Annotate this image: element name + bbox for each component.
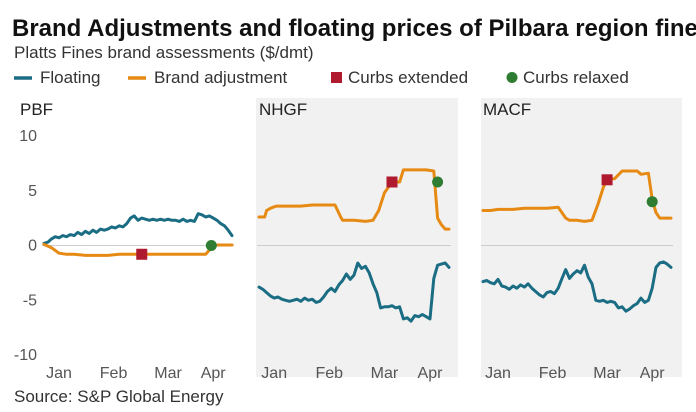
chart-title: Brand Adjustments and floating prices of… — [12, 15, 696, 42]
y-tick-label: 10 — [19, 128, 37, 145]
panel-title: MACF — [483, 100, 531, 119]
brand-adjustment-line — [481, 169, 673, 223]
panel-pbf: PBF Jan Feb Mar Apr — [20, 100, 234, 382]
x-tick-label: Mar — [154, 365, 182, 382]
legend-relaxed-marker — [506, 72, 518, 83]
legend-extended-label: Curbs extended — [348, 68, 468, 87]
x-tick-label: Jan — [485, 365, 511, 382]
panel-title: NHGF — [259, 100, 307, 119]
source-note: Source: S&P Global Energy — [14, 387, 224, 406]
curbs-extended-marker — [136, 248, 148, 260]
chart-subtitle: Platts Fines brand assessments ($/dmt) — [14, 43, 314, 62]
y-tick-label: 5 — [28, 183, 37, 200]
y-axis: 10 5 0 -5 -10 — [14, 128, 37, 364]
curbs-relaxed-marker — [205, 240, 217, 251]
x-tick-label: Mar — [371, 365, 399, 382]
x-tick-label: Mar — [593, 365, 621, 382]
x-tick-label: Jan — [261, 365, 287, 382]
panel-nhgf: NHGF Jan Feb Mar Apr — [256, 98, 458, 382]
panels: PBF Jan Feb Mar Apr NHGF Jan Feb Mar Apr MACF Jan Fe… — [20, 98, 682, 382]
y-tick-label: -5 — [23, 292, 37, 309]
curbs-extended-marker — [386, 176, 398, 188]
panel-background — [481, 98, 682, 377]
curbs-extended-marker — [601, 174, 613, 186]
brand-adjustment-line — [257, 168, 451, 231]
legend: Floating Brand adjustment Curbs extended… — [14, 68, 629, 87]
curbs-relaxed-marker — [432, 176, 444, 188]
x-tick-label: Apr — [640, 365, 666, 382]
x-tick-label: Jan — [46, 365, 72, 382]
panel-macf: MACF Jan Feb Mar Apr — [481, 98, 682, 382]
y-tick-label: 0 — [28, 238, 37, 255]
x-tick-label: Feb — [100, 365, 128, 382]
floating-line — [42, 212, 234, 245]
panel-background — [256, 98, 458, 377]
x-tick-label: Feb — [539, 365, 567, 382]
y-tick-label: -10 — [14, 347, 37, 364]
legend-floating-label: Floating — [40, 68, 100, 87]
x-tick-label: Feb — [316, 365, 344, 382]
x-tick-label: Apr — [418, 365, 444, 382]
x-tick-label: Apr — [201, 365, 227, 382]
floating-line — [257, 261, 451, 323]
floating-line — [481, 260, 673, 313]
legend-brand-label: Brand adjustment — [154, 68, 288, 87]
panel-title: PBF — [20, 100, 53, 119]
legend-extended-marker — [331, 72, 342, 83]
legend-relaxed-label: Curbs relaxed — [523, 68, 629, 87]
curbs-relaxed-marker — [646, 196, 658, 208]
